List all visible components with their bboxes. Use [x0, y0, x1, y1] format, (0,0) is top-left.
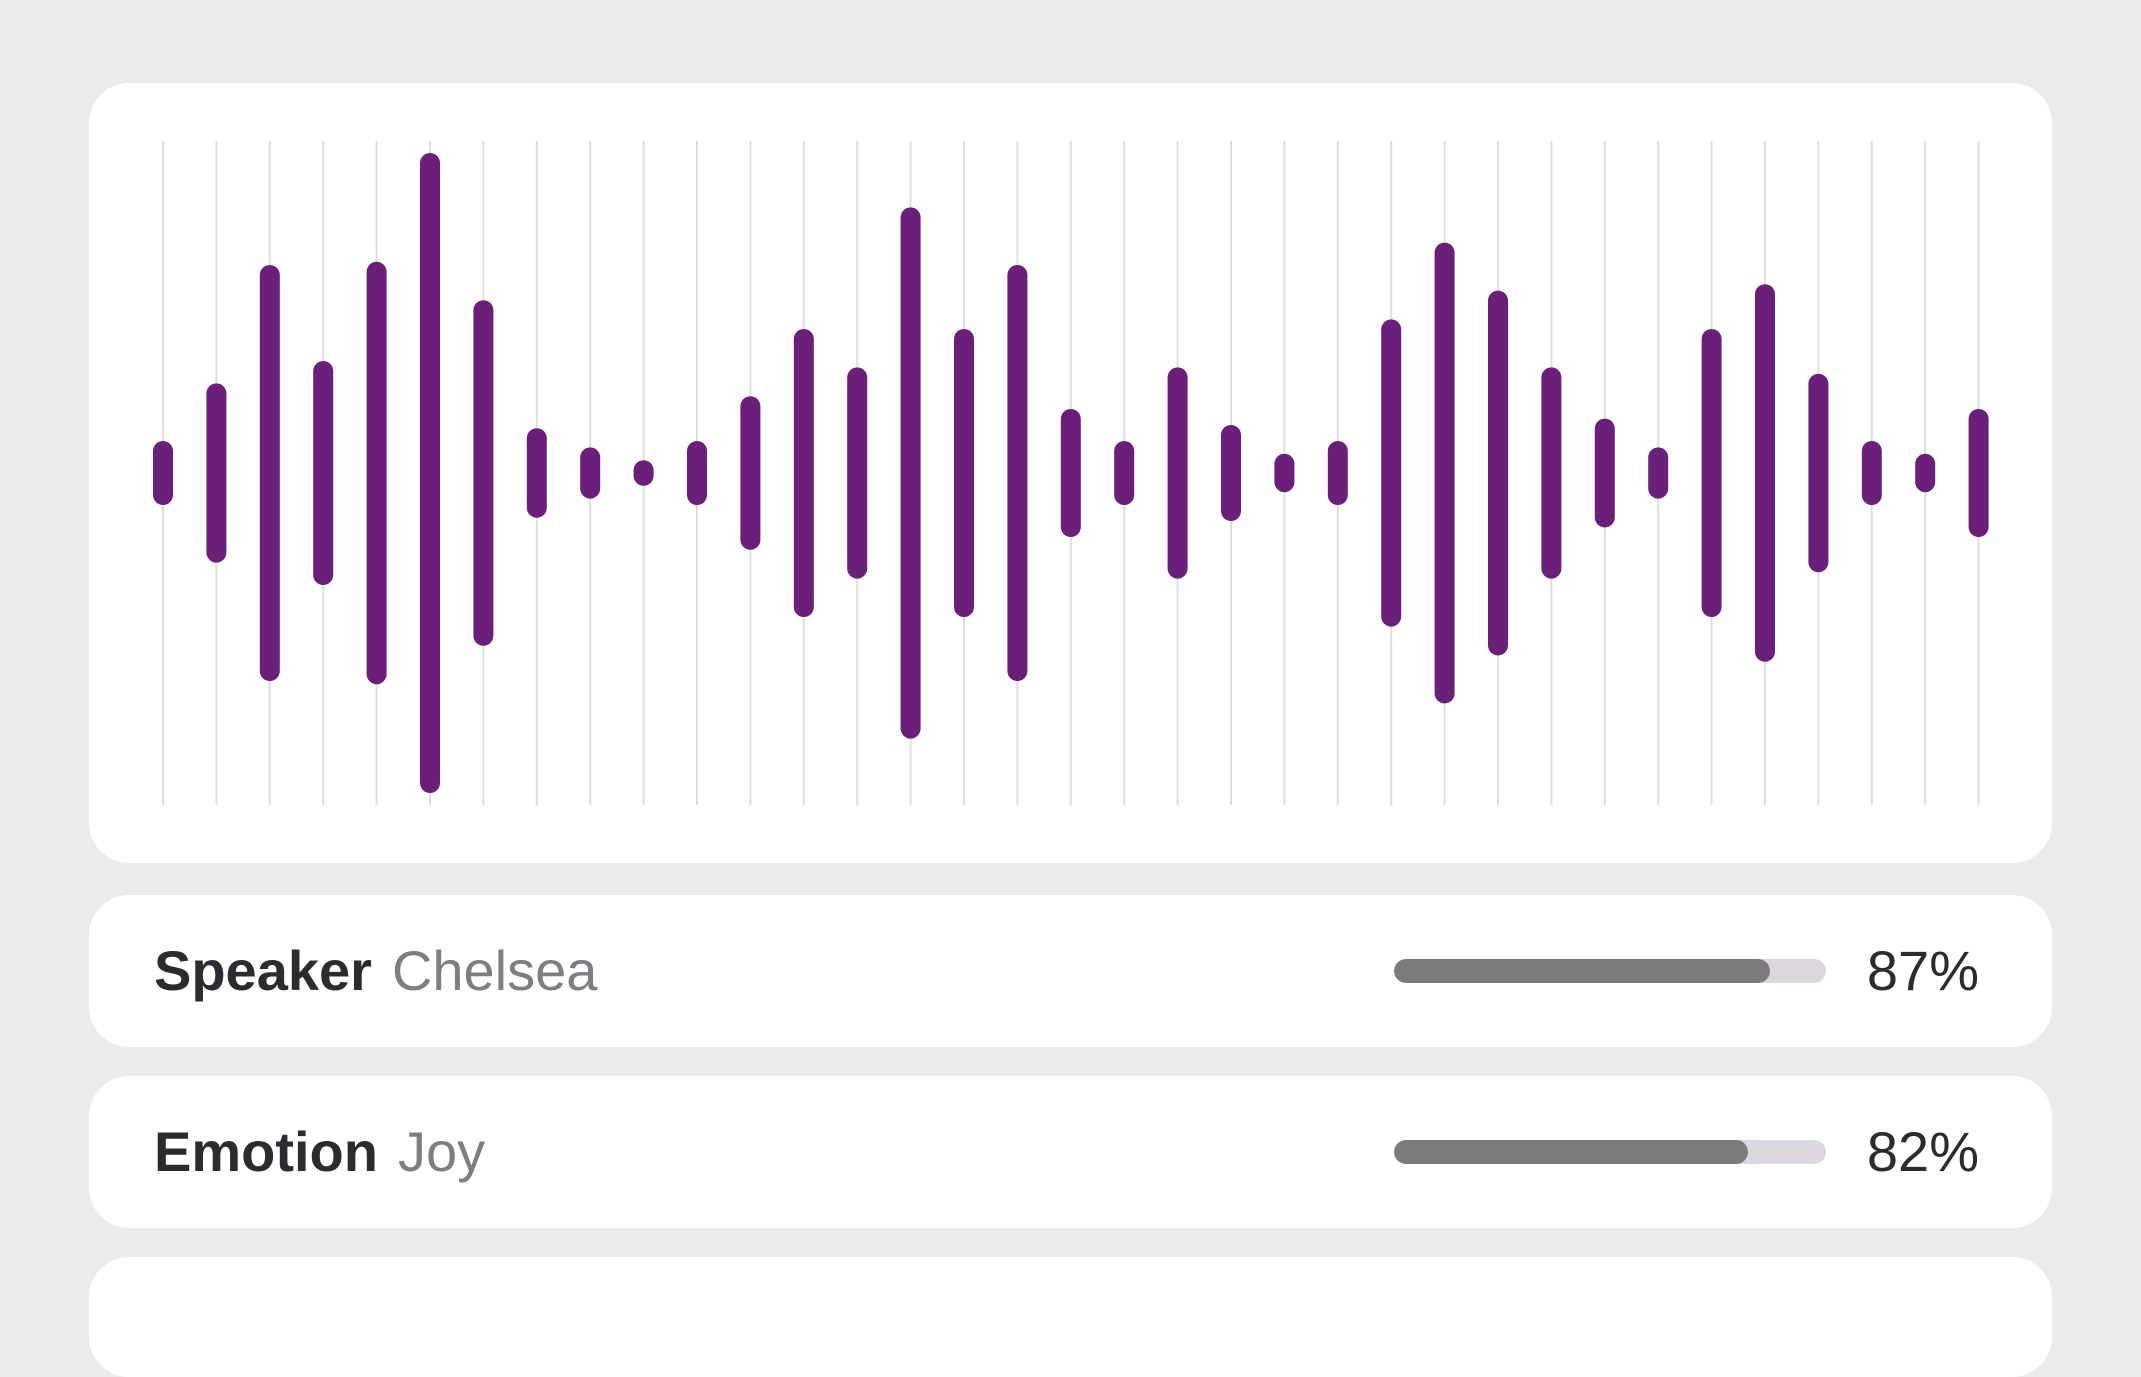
waveform-bar — [1060, 409, 1081, 537]
waveform-bar — [1007, 265, 1028, 681]
speaker-key: Speaker — [154, 939, 372, 1002]
waveform-bar — [847, 367, 868, 579]
waveform-bar — [900, 207, 921, 739]
waveform-bar — [420, 153, 440, 793]
waveform-bar — [1274, 453, 1295, 493]
waveform-bar — [687, 441, 707, 505]
waveform-bar — [473, 300, 494, 646]
waveform-bar — [1701, 329, 1722, 617]
waveform-bar — [313, 361, 334, 585]
waveform-bar — [633, 460, 654, 486]
waveform-bar — [1808, 373, 1829, 573]
waveform-bar — [1968, 409, 1989, 537]
waveform-bar — [206, 383, 227, 563]
emotion-confidence-fill — [1394, 1140, 1749, 1164]
waveform-bar — [1114, 441, 1135, 505]
waveform-bar — [259, 265, 280, 681]
emotion-value: Joy — [397, 1120, 486, 1183]
waveform-visualizer — [153, 141, 1989, 805]
waveform-bar — [954, 329, 974, 617]
waveform-bar — [1327, 441, 1348, 505]
next-row-card — [89, 1257, 2052, 1377]
waveform-bar — [153, 441, 173, 505]
speaker-row: Speaker Chelsea 87% — [89, 895, 2052, 1047]
waveform-bar — [793, 329, 814, 617]
waveform-bar — [1648, 447, 1669, 499]
speaker-value: Chelsea — [391, 939, 598, 1002]
speaker-confidence-percent: 87% — [1866, 939, 1979, 1002]
waveform-bar — [1488, 290, 1508, 656]
waveform-bar — [1861, 441, 1882, 505]
waveform-bar — [740, 396, 761, 550]
waveform-bar — [1755, 284, 1775, 662]
waveform-bar — [1434, 242, 1455, 704]
emotion-label-group: Emotion Joy — [154, 1124, 485, 1180]
waveform-bar — [526, 428, 547, 518]
emotion-confidence-bar — [1394, 1140, 1826, 1164]
emotion-confidence-percent: 82% — [1866, 1120, 1979, 1183]
waveform-bar — [1381, 319, 1402, 627]
waveform-bar — [366, 261, 387, 685]
waveform-bar — [1594, 418, 1615, 528]
waveform-card — [89, 83, 2052, 863]
emotion-key: Emotion — [154, 1120, 378, 1183]
waveform-bar — [1167, 367, 1188, 579]
speaker-label-group: Speaker Chelsea — [154, 943, 597, 999]
speaker-confidence-bar — [1394, 959, 1826, 983]
waveform-bar — [1221, 425, 1241, 521]
waveform-bar — [580, 447, 601, 499]
waveform-bar — [1541, 367, 1562, 579]
speaker-confidence-fill — [1394, 959, 1770, 983]
waveform-bar — [1915, 453, 1936, 493]
emotion-row: Emotion Joy 82% — [89, 1076, 2052, 1228]
